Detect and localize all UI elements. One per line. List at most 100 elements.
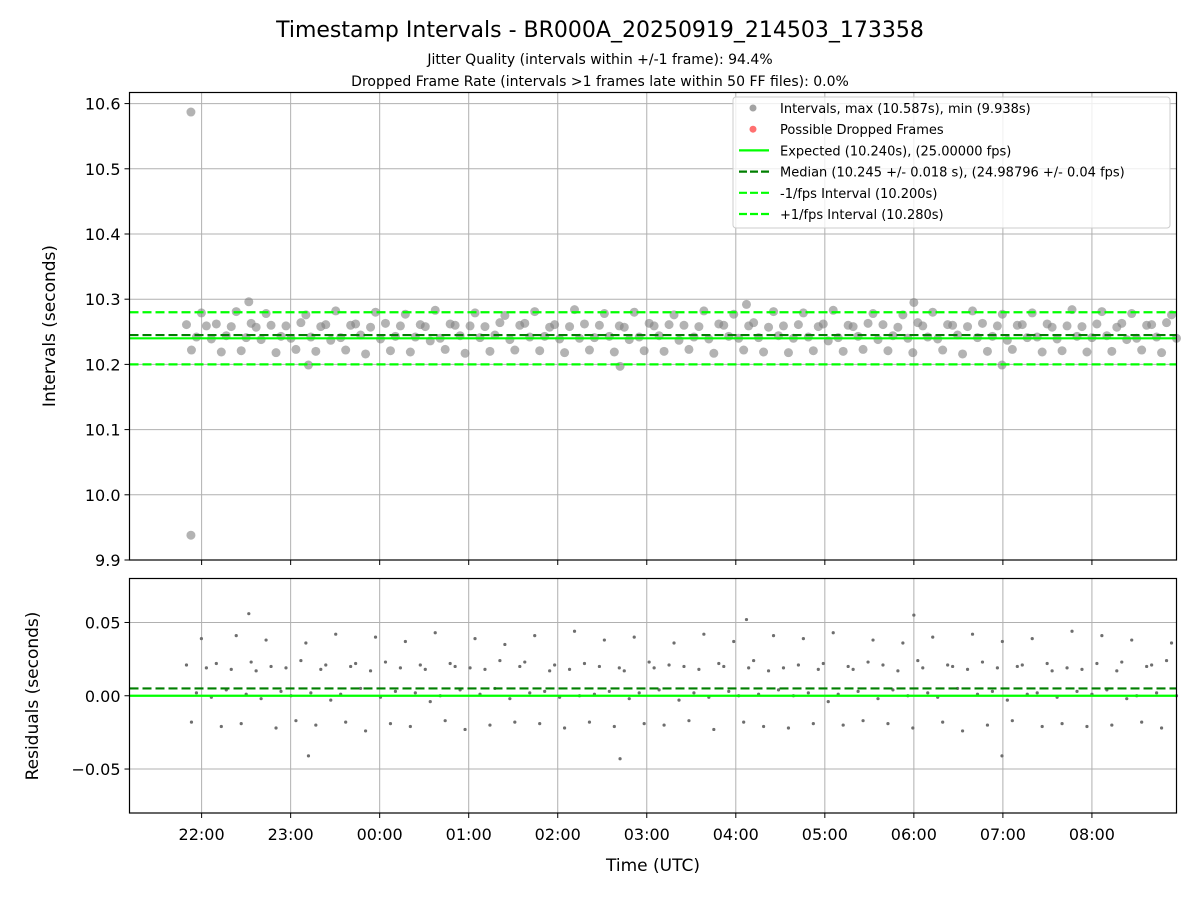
legend-entry-label: Median (10.245 +/- 0.018 s), (24.98796 +… [780, 166, 1125, 181]
legend-marker-dot [749, 104, 757, 112]
x-tick-label: 06:00 [891, 825, 937, 844]
interval-point [181, 320, 191, 330]
residual-point [309, 691, 313, 695]
interval-point [306, 332, 316, 342]
residual-point [334, 632, 338, 636]
interval-point [828, 305, 838, 315]
residual-point [393, 689, 398, 693]
residual-point [214, 661, 218, 666]
interval-point [739, 345, 749, 355]
interval-point [450, 320, 460, 330]
interval-outlier-point [186, 530, 196, 540]
interval-point [1072, 331, 1082, 341]
y-tick-label: 10.0 [85, 486, 121, 505]
residual-point [284, 666, 288, 670]
residual-point [712, 727, 716, 732]
legend-entry-label: Possible Dropped Frames [780, 123, 944, 138]
interval-point [838, 346, 848, 356]
residual-point [368, 669, 373, 673]
residual-point [776, 688, 781, 692]
residual-point [264, 638, 268, 642]
residual-point [1159, 726, 1164, 730]
residual-point [219, 724, 223, 729]
interval-point [226, 322, 236, 332]
residual-point [687, 719, 691, 723]
residual-point [1050, 669, 1054, 673]
residual-point [314, 723, 318, 727]
interval-point [236, 346, 246, 356]
interval-point [535, 346, 545, 356]
interval-point [1162, 318, 1172, 328]
residual-point [528, 691, 532, 695]
interval-point [659, 346, 669, 356]
residual-point [523, 660, 527, 664]
y-tick-label: −0.05 [71, 760, 120, 779]
interval-point [893, 322, 903, 332]
y-tick-label: 10.4 [85, 225, 121, 244]
residual-point [1080, 667, 1084, 671]
x-tick-label: 03:00 [624, 825, 670, 844]
interval-point [987, 331, 997, 341]
residual-point [483, 667, 487, 671]
interval-point [759, 347, 769, 357]
interval-point [201, 321, 211, 331]
residual-point [1095, 661, 1099, 666]
residual-point [249, 660, 253, 664]
interval-point [1157, 348, 1167, 358]
interval-point [1097, 307, 1107, 317]
interval-point [440, 344, 450, 354]
residual-point [781, 666, 786, 670]
residual-point [642, 721, 646, 726]
interval-point [649, 321, 659, 331]
interval-point [689, 332, 699, 342]
residual-point [1065, 666, 1069, 670]
interval-point [684, 344, 694, 354]
residual-point [1005, 698, 1009, 702]
interval-point [1047, 322, 1057, 332]
residual-point [329, 698, 333, 702]
intervals-points [181, 107, 1181, 540]
residual-point [587, 720, 592, 724]
residual-point [702, 632, 706, 636]
residual-point [239, 721, 243, 726]
residuals-x-ticks: 22:00 23:00 00:00 01:00 02:00 03:00 04:00 05:00… [179, 813, 1115, 844]
residual-point [234, 634, 238, 638]
residual-point [319, 667, 323, 671]
residual-point [647, 660, 651, 664]
residual-point [662, 723, 666, 727]
residual-point [816, 667, 820, 671]
interval-point [948, 320, 958, 330]
residual-point [1040, 724, 1044, 729]
interval-point [1037, 347, 1047, 357]
residual-point [841, 723, 845, 727]
residual-point [443, 719, 447, 723]
residual-point [294, 719, 298, 723]
residual-point [1169, 641, 1174, 645]
residual-point [1125, 697, 1129, 701]
interval-point [818, 319, 828, 329]
residual-point [453, 664, 457, 669]
residual-point [876, 697, 880, 701]
residual-point [965, 667, 970, 671]
interval-point [351, 319, 361, 329]
x-tick-label: 08:00 [1069, 825, 1115, 844]
interval-point [405, 347, 415, 357]
interval-point [395, 321, 405, 331]
interval-point [1002, 335, 1012, 345]
residual-point [204, 666, 208, 670]
interval-point [1122, 335, 1132, 345]
interval-point [918, 321, 928, 331]
interval-point [216, 347, 226, 357]
interval-point [579, 319, 589, 329]
residual-point [597, 664, 602, 669]
residual-point [274, 726, 278, 730]
interval-point [303, 360, 313, 370]
interval-point [1117, 318, 1127, 328]
interval-point [540, 331, 550, 341]
intervals-reference-lines [129, 311, 1177, 366]
interval-point [390, 331, 400, 341]
residual-point [826, 700, 830, 704]
interval-outlier-point [186, 107, 196, 117]
interval-point [783, 348, 793, 358]
